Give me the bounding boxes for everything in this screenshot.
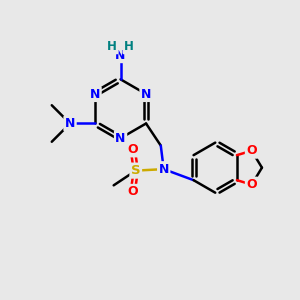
Text: H: H — [107, 40, 117, 53]
Text: S: S — [131, 164, 141, 177]
Text: O: O — [128, 143, 138, 156]
Text: N: N — [116, 49, 126, 62]
Text: N: N — [116, 132, 126, 145]
Text: H: H — [124, 40, 134, 53]
Text: N: N — [141, 88, 151, 100]
Text: N: N — [158, 163, 169, 176]
Text: O: O — [246, 144, 257, 157]
Text: N: N — [65, 117, 75, 130]
Text: O: O — [128, 185, 138, 198]
Text: O: O — [246, 178, 257, 191]
Text: N: N — [90, 88, 100, 100]
